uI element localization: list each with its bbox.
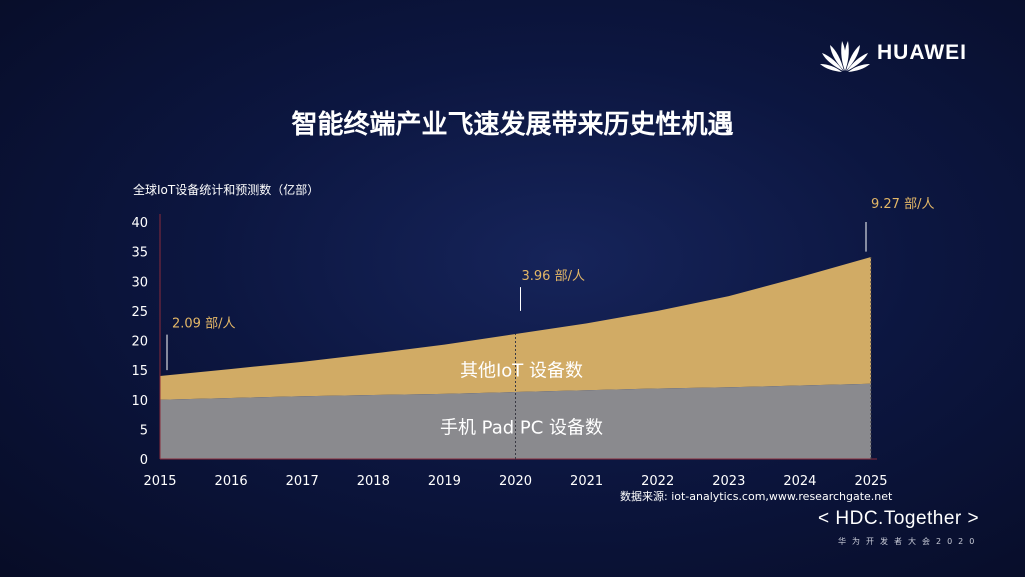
y-tick-label: 25 — [131, 305, 148, 320]
x-tick-label: 2021 — [570, 474, 603, 489]
hdc-subtitle: 华为开发者大会2020 — [838, 537, 981, 546]
x-tick-label: 2023 — [712, 474, 745, 489]
huawei-petal-icon — [820, 41, 870, 72]
x-tick-label: 2019 — [428, 474, 461, 489]
hdc-together-logo: < HDC.Together > — [818, 508, 980, 529]
y-tick-label: 40 — [131, 216, 148, 231]
x-tick-label: 2020 — [499, 474, 532, 489]
huawei-logo: HUAWEI — [818, 33, 998, 77]
series-label-phone-pad-pc: 手机 Pad PC 设备数 — [440, 418, 603, 439]
y-tick-label: 35 — [131, 246, 148, 261]
data-source: 数据来源: iot-analytics.com,www.researchgate… — [620, 490, 893, 503]
x-tick-label: 2025 — [854, 474, 887, 489]
y-tick-label: 0 — [140, 453, 148, 468]
annotation-label: 9.27 部/人 — [871, 197, 934, 212]
x-tick-label: 2017 — [286, 474, 319, 489]
y-axis-label: 全球IoT设备统计和预测数（亿部） — [133, 183, 320, 197]
y-tick-label: 5 — [140, 423, 148, 438]
series-label-other-iot: 其他IoT 设备数 — [460, 360, 583, 381]
x-tick-label: 2015 — [143, 474, 176, 489]
page-title: 智能终端产业飞速发展带来历史性机遇 — [291, 110, 734, 140]
y-tick-label: 30 — [131, 275, 148, 290]
y-tick-label: 15 — [131, 364, 148, 379]
y-tick-label: 10 — [131, 394, 148, 409]
x-tick-label: 2018 — [357, 474, 390, 489]
y-tick-label: 20 — [131, 335, 148, 350]
annotation-label: 3.96 部/人 — [522, 269, 585, 284]
annotation-label: 2.09 部/人 — [172, 317, 235, 332]
brand-name: HUAWEI — [877, 41, 967, 64]
x-tick-label: 2024 — [783, 474, 816, 489]
x-tick-label: 2016 — [215, 474, 248, 489]
series-other-iot-area — [160, 256, 871, 400]
x-tick-label: 2022 — [641, 474, 674, 489]
